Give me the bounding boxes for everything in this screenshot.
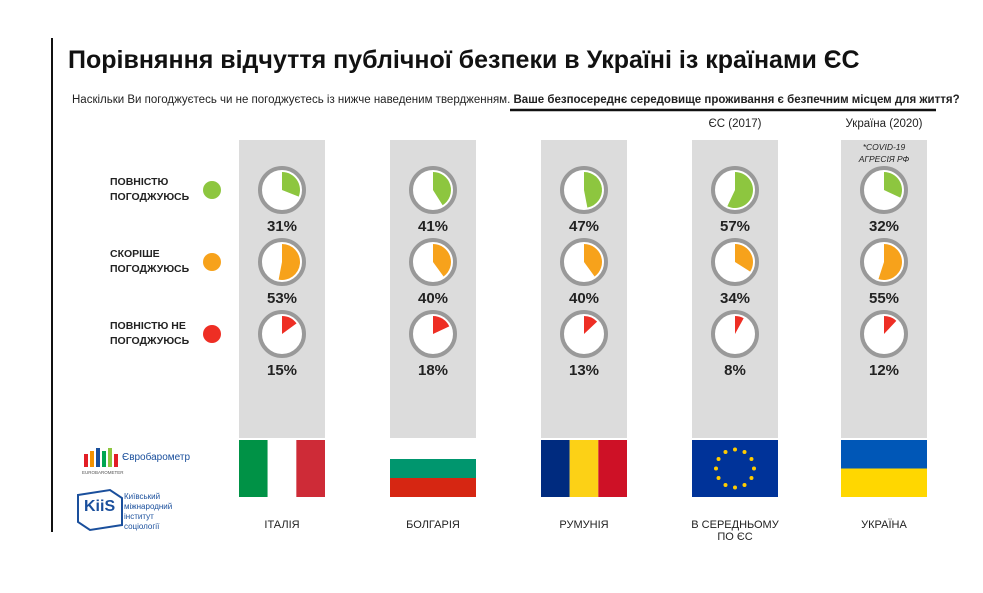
- flag-star: [716, 457, 721, 461]
- flag-stripe: [390, 459, 476, 478]
- flag-stripe: [569, 440, 599, 497]
- flag-stripe: [296, 440, 325, 497]
- flag-star: [723, 450, 728, 455]
- value-label: 55%: [869, 290, 899, 307]
- flag-star: [723, 482, 728, 487]
- value-label: 18%: [418, 362, 448, 379]
- value-label: 31%: [267, 218, 297, 235]
- flag-star: [716, 476, 721, 480]
- category-label: БОЛГАРІЯ: [406, 519, 460, 531]
- note-line: АГРЕСІЯ РФ: [858, 154, 910, 164]
- gauge-slice: [584, 244, 603, 277]
- subtitle: Наскільки Ви погоджуєтесь чи не погоджує…: [72, 94, 960, 106]
- value-label: 41%: [418, 218, 448, 235]
- flag-stripe: [541, 440, 570, 497]
- gauge-slice: [735, 243, 754, 272]
- value-label: 8%: [724, 362, 746, 379]
- value-label: 34%: [720, 290, 750, 307]
- value-label: 12%: [869, 362, 899, 379]
- value-label: 32%: [869, 218, 899, 235]
- eurobarometer-small: EUROBAROMETER: [82, 470, 124, 475]
- flag-star: [742, 482, 747, 487]
- gauge-slice: [584, 316, 598, 334]
- flag-stripe: [841, 440, 927, 469]
- legend-dot: [203, 181, 221, 199]
- flag-stripe: [598, 440, 627, 497]
- flag-star: [749, 476, 754, 480]
- gauge-slice: [884, 316, 897, 334]
- flag-star: [742, 450, 747, 455]
- value-label: 40%: [569, 290, 599, 307]
- column-header: ЄС (2017): [708, 118, 762, 130]
- legend-label: ПОВНІСТЮ НЕ ПОГОДЖУЮСЬ: [110, 320, 190, 347]
- legend-dot: [203, 253, 221, 271]
- flag-star: [733, 485, 737, 490]
- note: *COVID-19 АГРЕСІЯ РФ: [839, 141, 929, 165]
- gauge-slice: [727, 172, 754, 209]
- gauge-slice: [433, 244, 452, 277]
- subtitle-text: Наскільки Ви погоджуєтесь чи не погоджує…: [72, 94, 511, 106]
- eurobarometer-name: Євробарометр: [122, 452, 191, 463]
- title: Порівняння відчуття публічної безпеки в …: [68, 46, 860, 74]
- value-label: 53%: [267, 290, 297, 307]
- flag-star: [752, 466, 756, 471]
- note-line: *COVID-19: [862, 142, 906, 152]
- value-label: 47%: [569, 218, 599, 235]
- flag-star: [733, 447, 737, 452]
- gauge-slice: [878, 244, 903, 281]
- gauge-slice: [735, 316, 744, 334]
- value-label: 57%: [720, 218, 750, 235]
- legend-dot: [203, 325, 221, 343]
- column-header: Україна (2020): [845, 118, 923, 130]
- category-label: В СЕРЕДНЬОМУ ПО ЄС: [691, 519, 779, 543]
- value-label: 15%: [267, 362, 297, 379]
- eurobarometer-logo: [84, 448, 118, 467]
- value-label: 40%: [418, 290, 448, 307]
- gauge-slice: [433, 316, 450, 334]
- kiis-name: Київський міжнародний інститут соціологі…: [124, 492, 173, 531]
- gauge-slice: [278, 244, 300, 280]
- category-label: ІТАЛІЯ: [264, 519, 300, 531]
- gauge-slice: [282, 172, 300, 197]
- kiis-text: KiiS: [84, 498, 116, 515]
- gauge-slice: [884, 172, 902, 198]
- value-label: 13%: [569, 362, 599, 379]
- flag-stripe: [267, 440, 297, 497]
- flag-star: [714, 466, 718, 471]
- category-label: РУМУНІЯ: [559, 519, 609, 531]
- flag-star: [749, 457, 754, 461]
- legend-label: ПОВНІСТЮ ПОГОДЖУЮСЬ: [110, 176, 190, 203]
- question: Ваше безпосереднє середовище проживання …: [513, 94, 960, 106]
- gauge-slice: [433, 172, 451, 206]
- flag-stripe: [841, 468, 927, 497]
- legend-label: СКОРІШЕ ПОГОДЖУЮСЬ: [110, 248, 190, 275]
- flag-stripe: [390, 478, 476, 497]
- gauge-slice: [282, 316, 297, 334]
- flag-stripe: [390, 440, 476, 459]
- kiis-logo: [77, 488, 123, 532]
- flag-stripe: [239, 440, 268, 497]
- gauge-slice: [584, 172, 602, 208]
- category-label: УКРАЇНА: [861, 519, 907, 531]
